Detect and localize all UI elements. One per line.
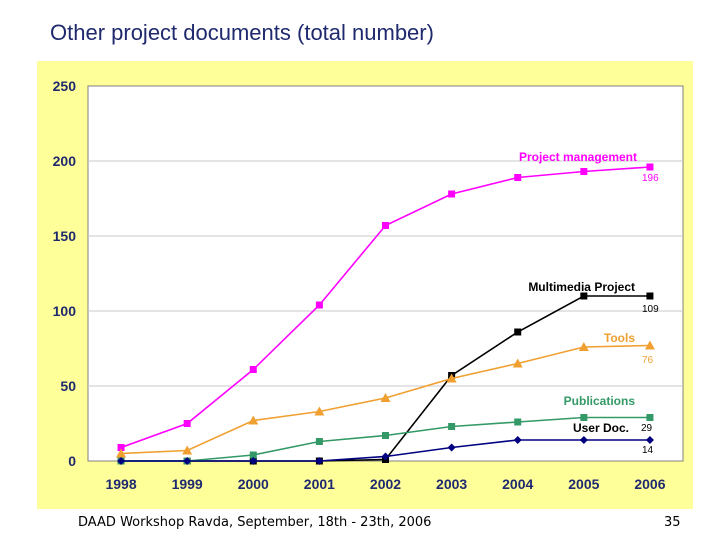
data-point-publications	[448, 423, 456, 430]
y-tick-label-250: 250	[53, 78, 77, 94]
data-point-tools	[182, 445, 193, 455]
series-label-multimedia-project: Multimedia Project	[528, 280, 635, 294]
y-tick-label-50: 50	[60, 378, 76, 394]
end-value-label-tools: 76	[642, 355, 654, 366]
x-tick-label-2004: 2004	[502, 476, 533, 492]
y-tick-label-100: 100	[53, 303, 77, 319]
data-point-tools	[446, 373, 457, 383]
data-point-user-doc	[249, 457, 258, 465]
series-label-publications: Publications	[564, 394, 636, 408]
x-tick-label-2002: 2002	[370, 476, 401, 492]
data-point-user-doc	[183, 457, 192, 465]
data-point-project-management	[580, 168, 588, 175]
end-value-label-publications: 29	[641, 423, 653, 434]
data-point-publications	[580, 414, 588, 421]
data-point-tools	[116, 448, 127, 458]
data-point-user-doc	[447, 443, 456, 452]
end-value-label-project-management: 196	[642, 173, 659, 184]
data-point-project-management	[646, 163, 654, 171]
data-point-tools	[380, 393, 391, 402]
x-tick-label-2001: 2001	[304, 476, 335, 492]
data-point-tools	[248, 415, 259, 425]
data-point-user-doc	[513, 436, 522, 444]
data-point-project-management	[448, 190, 456, 198]
data-point-project-management	[315, 301, 323, 309]
data-point-multimedia-project	[646, 292, 654, 300]
data-point-publications	[249, 451, 257, 459]
data-point-tools	[512, 358, 523, 368]
data-point-publications	[646, 414, 654, 421]
y-tick-label-150: 150	[53, 228, 77, 244]
x-tick-label-2000: 2000	[238, 476, 269, 492]
end-value-label-user-doc: 14	[642, 445, 654, 456]
data-point-user-doc	[579, 436, 588, 444]
data-point-tools	[314, 406, 325, 416]
slide-title: Other project documents (total number)	[50, 20, 434, 45]
data-point-multimedia-project	[514, 328, 522, 336]
footer-text: DAAD Workshop Ravda, September, 18th - 2…	[78, 515, 432, 530]
x-tick-label-1999: 1999	[172, 476, 203, 492]
x-tick-label-1998: 1998	[105, 476, 136, 492]
data-point-user-doc	[117, 457, 126, 465]
y-tick-label-200: 200	[53, 153, 77, 169]
series-label-user-doc: User Doc.	[573, 421, 629, 435]
data-point-project-management	[514, 174, 522, 181]
x-tick-label-2006: 2006	[634, 476, 665, 492]
data-point-project-management	[382, 222, 389, 229]
end-value-label-multimedia-project: 109	[642, 304, 659, 315]
x-tick-label-2005: 2005	[568, 476, 599, 492]
data-point-multimedia-project	[580, 292, 588, 300]
data-point-tools	[578, 342, 589, 351]
data-point-user-doc	[315, 457, 324, 465]
x-tick-label-2003: 2003	[436, 476, 467, 492]
y-tick-label-0: 0	[68, 453, 76, 469]
data-point-publications	[514, 418, 522, 426]
data-point-publications	[382, 432, 389, 439]
data-point-project-management	[117, 444, 125, 451]
series-label-project-management: Project management	[519, 150, 637, 164]
series-label-tools: Tools	[604, 331, 635, 345]
data-point-user-doc	[645, 436, 654, 444]
data-point-project-management	[183, 420, 191, 427]
data-point-tools	[644, 340, 655, 350]
page-number: 35	[664, 515, 681, 530]
data-point-project-management	[249, 366, 257, 373]
data-point-publications	[315, 438, 323, 445]
data-point-user-doc	[381, 452, 390, 461]
